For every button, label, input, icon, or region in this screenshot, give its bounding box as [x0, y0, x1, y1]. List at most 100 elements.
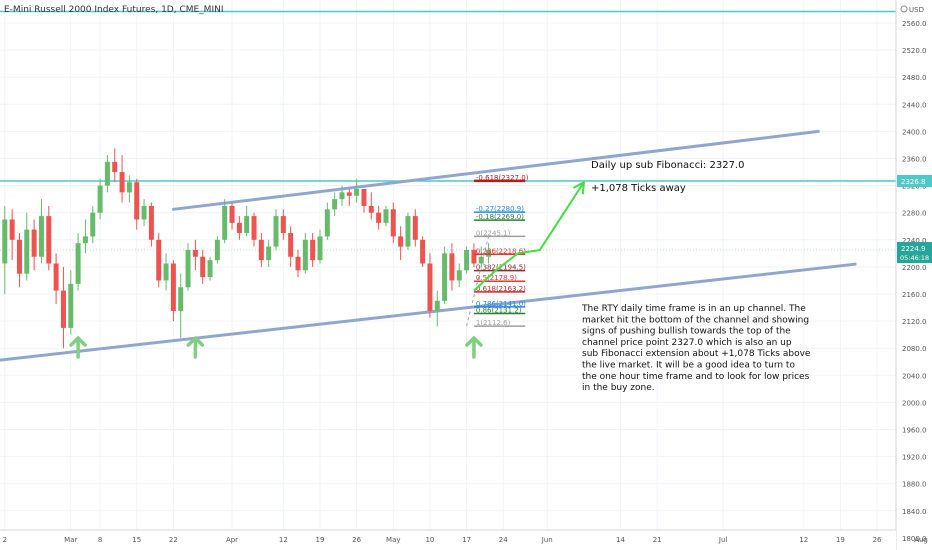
- horizontal-lines[interactable]: [0, 10, 896, 251]
- candle: [427, 253, 433, 318]
- candle-body: [31, 229, 37, 257]
- candle: [229, 202, 235, 230]
- time-tick-label: 26: [873, 536, 882, 544]
- candle: [390, 202, 396, 244]
- candle-body: [251, 216, 257, 240]
- candle: [82, 219, 88, 254]
- fib-level[interactable]: 0(2245.1): [473, 229, 526, 237]
- candle-body: [464, 249, 470, 271]
- target-arrow-line[interactable]: [473, 181, 585, 292]
- candle: [456, 263, 462, 288]
- channel-line[interactable]: [0, 262, 857, 362]
- price-tick-label: 2440.0: [902, 101, 927, 109]
- time-tick-label: 17: [462, 536, 471, 544]
- channel-line[interactable]: [171, 129, 820, 211]
- candle: [383, 205, 389, 227]
- fib-level[interactable]: 1(2112.6): [473, 319, 526, 327]
- time-tick-label: 10: [425, 536, 434, 544]
- time-tick-label: 12: [279, 536, 288, 544]
- candle-body: [390, 209, 396, 237]
- analysis-line: the live market. It will be a good idea …: [582, 361, 795, 371]
- time-tick-label: 2: [3, 536, 7, 544]
- arrows[interactable]: [69, 181, 585, 359]
- candle: [310, 233, 316, 267]
- candle-body: [68, 283, 74, 328]
- candle: [2, 205, 8, 294]
- cyan-price-label: 2326.8: [901, 178, 926, 186]
- candle: [361, 188, 367, 213]
- price-tick-label: 2360.0: [902, 156, 927, 164]
- candle-body: [478, 256, 484, 264]
- candle: [244, 205, 250, 237]
- price-axis[interactable]: 2560.02520.02480.02440.02400.02360.02320…: [895, 0, 932, 550]
- candle: [464, 246, 470, 274]
- time-tick-label: 24: [499, 536, 508, 544]
- candle: [90, 205, 96, 244]
- candle-body: [449, 253, 455, 281]
- fib-label: 1(2112.6): [476, 319, 511, 327]
- candle: [75, 233, 81, 291]
- fib-level[interactable]: -0.618(2327.0): [473, 174, 529, 183]
- fib-level[interactable]: 0.618(2163.2): [473, 285, 526, 293]
- candle: [412, 209, 418, 247]
- candle-body: [170, 263, 176, 311]
- time-tick-label: Mar: [64, 536, 77, 544]
- candle: [420, 236, 426, 267]
- candle-body: [244, 216, 250, 234]
- candle-body: [119, 172, 125, 193]
- currency-icon: [900, 5, 908, 13]
- price-tick-label: 2040.0: [902, 372, 927, 380]
- fib-level[interactable]: 0.5(2178.9): [473, 274, 526, 282]
- time-tick-label: Jun: [541, 536, 553, 544]
- fib-level[interactable]: -0.18(2269.0): [473, 213, 526, 221]
- candle: [280, 209, 286, 240]
- candle-body: [134, 182, 140, 220]
- fib-label: 0.786(2141.0): [476, 300, 526, 308]
- candle: [200, 249, 206, 284]
- candle-body: [273, 216, 279, 247]
- candle-body: [192, 249, 198, 257]
- fib-level[interactable]: 0.786(2141.0): [473, 300, 526, 308]
- price-tick-label: 1960.0: [902, 427, 927, 435]
- candle: [354, 178, 360, 203]
- candle: [31, 219, 37, 271]
- symbol-title: E-Mini Russell 2000 Index Futures, 1D, C…: [4, 5, 224, 15]
- candle: [486, 243, 492, 264]
- candle: [148, 202, 154, 247]
- candle-body: [82, 236, 88, 244]
- price-tick-label: 1880.0: [902, 481, 927, 489]
- analysis-text: The RTY daily time frame is in an up cha…: [581, 304, 811, 393]
- buy-arrow-icon: [465, 336, 483, 359]
- candle: [258, 233, 264, 267]
- candle-body: [354, 188, 360, 196]
- candle: [302, 233, 308, 274]
- candle-body: [222, 205, 228, 240]
- analysis-line: channel price point 2327.0 which is also…: [582, 338, 792, 348]
- candle: [170, 260, 176, 322]
- candle: [442, 246, 448, 305]
- candle: [60, 266, 66, 349]
- fib-label: -0.27(2280.9): [476, 205, 524, 213]
- candle-body: [46, 216, 52, 264]
- fib-level[interactable]: 0.86(2131.2): [473, 307, 526, 315]
- candle-body: [185, 249, 191, 288]
- candle: [156, 233, 162, 288]
- candle-body: [9, 219, 15, 240]
- candle-body: [295, 256, 301, 271]
- time-tick-label: 12: [799, 536, 808, 544]
- time-axis[interactable]: 2 Mar 8 15 22 Apr 12 19 26 May 10 17 24 Jun 14 21 Jul 12 1…: [0, 529, 928, 550]
- channel-lines[interactable]: [0, 129, 857, 362]
- price-axis-background: [896, 0, 932, 550]
- price-tick-label: 2120.0: [902, 318, 927, 326]
- candle-body: [104, 161, 110, 186]
- fib-level[interactable]: -0.27(2280.9): [473, 205, 526, 213]
- price-tick-label: 2200.0: [902, 264, 927, 272]
- candle-body: [178, 287, 184, 311]
- target-arrowhead[interactable]: [572, 181, 585, 195]
- grid: [0, 0, 922, 539]
- candle-body: [141, 205, 147, 220]
- candle: [53, 253, 59, 305]
- fib-level[interactable]: 0.382(2194.5): [473, 264, 526, 272]
- candle: [478, 246, 484, 267]
